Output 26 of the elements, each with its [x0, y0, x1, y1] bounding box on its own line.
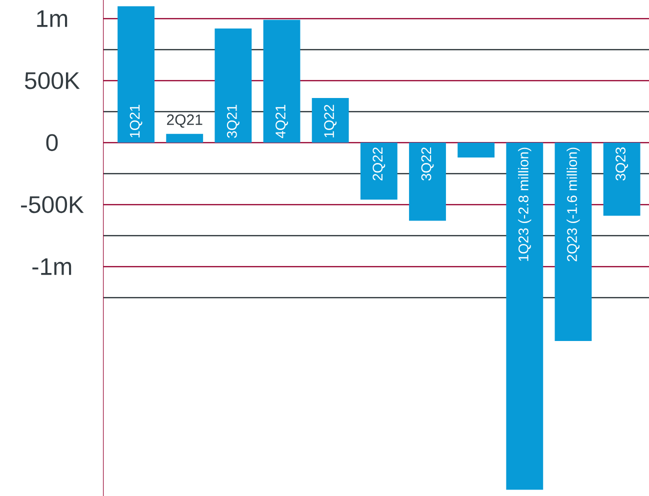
x-tick-label: 3Q21 — [226, 104, 240, 138]
bar — [166, 134, 204, 143]
bar — [603, 142, 640, 216]
y-tick-label: 0 — [46, 134, 58, 152]
bar — [118, 6, 154, 143]
bar — [263, 20, 300, 143]
x-tick-label: 1Q22 — [324, 104, 337, 138]
bar — [554, 142, 592, 341]
y-tick-label: 1m — [37, 10, 68, 27]
y-tick-label: -500K — [21, 196, 84, 214]
bar — [312, 98, 349, 143]
bar — [458, 142, 495, 158]
y-tick-label: -1m — [32, 258, 72, 275]
x-tick-label: 4Q21 — [276, 104, 288, 138]
bar — [506, 142, 544, 490]
bar — [409, 142, 446, 221]
x-tick-label: 1Q23 (-2.8 million) — [518, 148, 532, 261]
bar — [360, 142, 398, 200]
x-tick-label: 2Q21 — [167, 114, 202, 128]
x-tick-label: 1Q21 — [130, 104, 142, 138]
x-tick-label: 3Q23 — [616, 147, 628, 181]
y-tick-label: 500K — [24, 72, 80, 90]
x-tick-label: 2Q22 — [372, 148, 386, 180]
x-tick-label: 3Q22 — [421, 148, 434, 181]
x-tick-label: 2Q23 (-1.6 million) — [566, 148, 580, 262]
bar — [214, 28, 252, 143]
